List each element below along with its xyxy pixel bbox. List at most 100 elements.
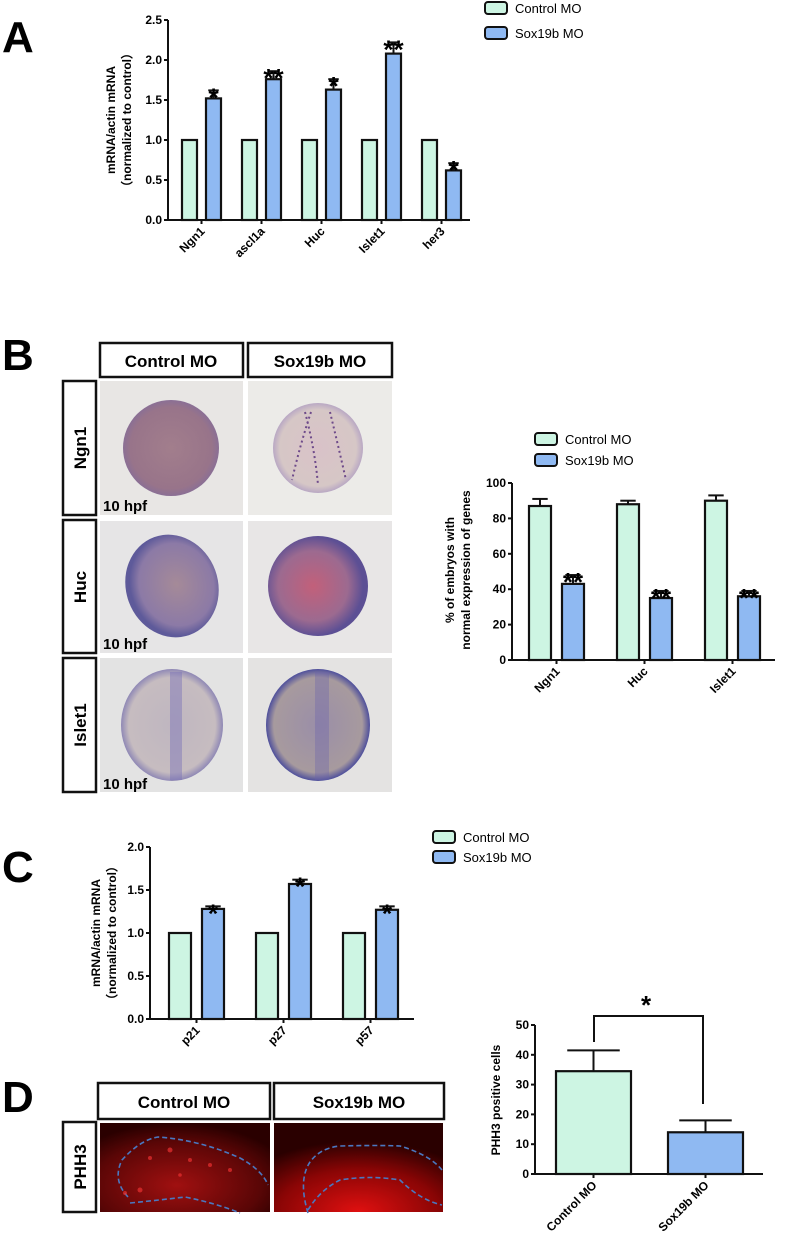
y-tick-label: 2.0 — [145, 53, 162, 67]
significance-marker: ** — [263, 63, 284, 93]
row-label-huc: Huc — [71, 571, 90, 603]
b-legend-label-sox: Sox19b MO — [565, 453, 634, 468]
embryo-islet1-control — [121, 669, 223, 781]
d-row-label-box — [61, 1120, 98, 1214]
x-tick-label: her3 — [420, 224, 448, 252]
bar-sox — [666, 1131, 745, 1176]
panel-letter-b: B — [2, 331, 34, 380]
chart-d: 0 10 20 30 40 50 PHH3 positive cells Control MO… — [489, 990, 763, 1234]
bar-sox — [204, 97, 223, 222]
c-legend-label-control: Control MO — [463, 830, 529, 845]
bar-sox — [384, 52, 403, 222]
stage-label-ngn1: 10 hpf — [103, 498, 148, 515]
x-tick-label: Sox19b MO — [656, 1178, 712, 1234]
y-tick-label: 100 — [486, 476, 506, 490]
significance-marker: ** — [739, 583, 760, 613]
bar-control — [240, 138, 259, 222]
b-legend-swatch-control — [534, 432, 558, 446]
y-tick-label: 1.0 — [145, 133, 162, 147]
y-axis-label: （normalized to control） — [104, 860, 119, 1006]
x-tick-label: Control MO — [544, 1178, 600, 1234]
y-tick-label: 2.0 — [127, 840, 144, 854]
phh3-positive-cells — [123, 1147, 232, 1195]
y-tick-label: 0 — [522, 1167, 529, 1181]
x-tick-label: p57 — [352, 1023, 377, 1048]
ngn1-stripes — [291, 411, 347, 486]
x-tick-label: Islet1 — [356, 224, 388, 256]
y-axis-label: （normalized to control） — [119, 47, 134, 193]
panel-letter-c: C — [2, 843, 34, 892]
significance-marker: * — [295, 872, 306, 902]
significance-marker: * — [382, 898, 393, 928]
y-tick-label: 40 — [493, 582, 507, 596]
stage-label-huc: 10 hpf — [103, 636, 148, 653]
y-axis-label: normal expression of genes — [459, 490, 473, 650]
row-label-islet1: Islet1 — [71, 703, 90, 746]
bar-control — [615, 503, 641, 662]
row-label-islet1-box — [61, 656, 98, 794]
c-legend-swatch-control — [432, 830, 456, 844]
embryo-huc-control — [125, 534, 219, 638]
bar-control — [527, 504, 553, 662]
y-tick-label: 1.5 — [127, 883, 144, 897]
y-axis-label: mRNA/actin mRNA — [104, 66, 118, 174]
embryo-huc-sox — [268, 536, 368, 636]
phh3-outline-control — [117, 1136, 269, 1214]
x-tick-label: Islet1 — [707, 664, 739, 696]
bar-control — [180, 138, 199, 222]
y-axis-label: mRNA/actin mRNA — [89, 879, 103, 987]
y-tick-label: 0.5 — [145, 173, 162, 187]
panel-b-images: Control MO Sox19b MO Ngn1 Huc Islet1 10 … — [61, 341, 394, 794]
a-legend-label-control: Control MO — [515, 1, 581, 16]
x-tick-label: Huc — [625, 664, 651, 690]
significance-marker: * — [328, 71, 339, 101]
significance-marker: ** — [563, 567, 584, 597]
phh3-outline-sox — [302, 1144, 443, 1214]
col-header-sox: Sox19b MO — [274, 352, 367, 371]
d-col-header-control-box — [96, 1081, 272, 1121]
y-tick-label: 10 — [516, 1137, 530, 1151]
x-tick-label: ascl1a — [232, 224, 268, 260]
d-col-header-control: Control MO — [138, 1093, 231, 1112]
y-tick-label: 40 — [516, 1048, 530, 1062]
row-label-huc-box — [61, 518, 98, 655]
embryo-ngn1-sox — [273, 403, 363, 493]
bar-control — [254, 931, 280, 1021]
embryo-ngn1-control — [123, 400, 219, 496]
bar-sox — [264, 78, 283, 222]
significance-bracket — [593, 1015, 704, 1104]
y-tick-label: 0 — [499, 653, 506, 667]
d-col-header-sox-box — [272, 1081, 446, 1121]
row-label-ngn1: Ngn1 — [71, 427, 90, 470]
y-tick-label: 80 — [493, 511, 507, 525]
y-tick-label: 1.0 — [127, 926, 144, 940]
stage-label-islet1: 10 hpf — [103, 776, 148, 793]
y-tick-label: 60 — [493, 547, 507, 561]
chart-b: 0 20 40 60 80 100 % of embryos with normal expr… — [443, 432, 775, 696]
y-tick-label: 0.5 — [127, 969, 144, 983]
d-row-label-phh3: PHH3 — [71, 1144, 90, 1189]
bar-control — [300, 138, 319, 222]
y-tick-label: 50 — [516, 1018, 530, 1032]
bar-control — [341, 931, 367, 1021]
y-axis-label: % of embryos with — [443, 517, 457, 623]
significance-marker: ** — [383, 34, 404, 64]
significance-marker: * — [448, 155, 459, 185]
y-axis-label: PHH3 positive cells — [489, 1044, 503, 1155]
y-tick-label: 30 — [516, 1078, 530, 1092]
bar-sox — [287, 882, 313, 1021]
x-tick-label: p21 — [178, 1023, 203, 1048]
y-tick-label: 1.5 — [145, 93, 162, 107]
row-label-ngn1-box — [61, 379, 98, 517]
col-header-control: Control MO — [125, 352, 218, 371]
chart-a: 0.0 0.5 1.0 1.5 2.0 2.5 mRNA/actin mRNA （normal… — [104, 1, 584, 260]
significance-marker: ** — [651, 583, 672, 613]
bar-control — [554, 1070, 633, 1176]
c-legend-label-sox: Sox19b MO — [463, 850, 532, 865]
phh3-photo-control — [100, 1123, 270, 1212]
col-header-control-box — [98, 341, 245, 379]
bar-control — [167, 931, 193, 1021]
bar-control — [703, 499, 729, 662]
b-legend-swatch-sox — [534, 453, 558, 467]
